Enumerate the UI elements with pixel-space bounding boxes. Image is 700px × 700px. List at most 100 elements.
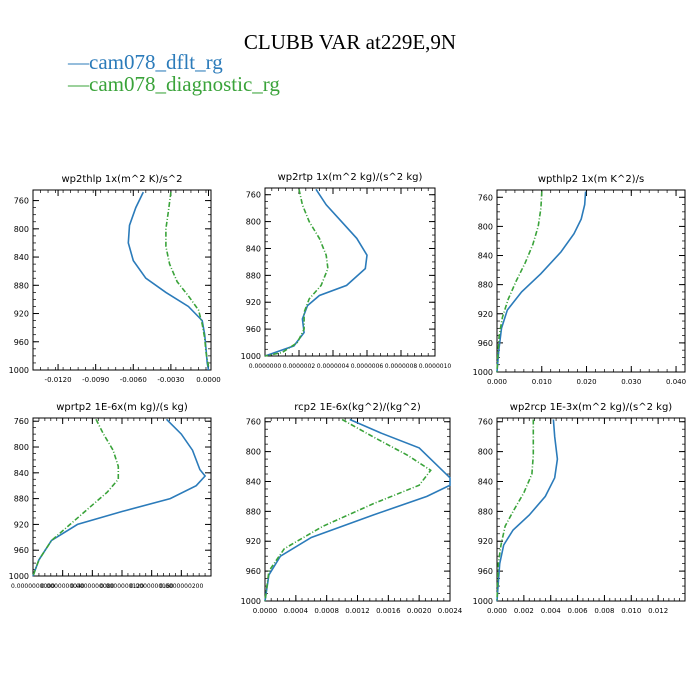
y-tick-label: 760 — [14, 417, 29, 426]
x-tick-label: -0.0120 — [45, 376, 72, 384]
x-tick-label: 0.0000000160 — [130, 583, 174, 590]
y-tick-label: 880 — [14, 495, 29, 504]
y-tick-label: 920 — [478, 310, 493, 319]
series-line-dflt — [264, 188, 368, 357]
y-tick-label: 920 — [14, 520, 29, 529]
y-tick-label: 960 — [14, 546, 29, 555]
x-tick-label: 0.0000002 — [283, 363, 316, 370]
y-tick-label: 760 — [246, 418, 261, 427]
y-tick-label: 760 — [246, 191, 261, 200]
legend-label-dflt: cam078_dflt_rg — [89, 50, 223, 74]
x-tick-label: 0.0024 — [438, 607, 463, 615]
y-tick-label: 960 — [246, 325, 261, 334]
x-tick-label: 0.0004 — [284, 607, 309, 615]
y-tick-label: 840 — [478, 477, 493, 486]
plot-frame — [264, 187, 436, 357]
plot-title: rcp2 1E-6x(kg^2)/(kg^2) — [294, 402, 421, 413]
y-tick-label: 1000 — [9, 572, 29, 581]
x-tick-label: 0.000 — [487, 607, 507, 615]
series-line-dflt — [264, 418, 451, 602]
y-tick-label: 760 — [478, 418, 493, 427]
legend-swatch-diagnostic: — — [68, 72, 89, 96]
x-tick-label: 0.0000000 — [249, 363, 282, 370]
y-tick-label: 880 — [246, 271, 261, 280]
x-tick-label: -0.0030 — [157, 376, 184, 384]
y-tick-label: 1000 — [241, 352, 261, 361]
y-tick-label: 800 — [14, 225, 29, 234]
y-tick-label: 800 — [246, 448, 261, 457]
y-tick-label: 1000 — [473, 597, 493, 606]
series-line-dflt — [496, 191, 587, 373]
x-tick-label: 0.0000 — [196, 376, 221, 384]
plot-title: wpthlp2 1x(m K^2)/s — [538, 174, 644, 185]
legend-label-diagnostic: cam078_diagnostic_rg — [89, 72, 280, 96]
y-tick-label: 920 — [246, 298, 261, 307]
x-tick-label: 0.040 — [666, 378, 686, 386]
x-tick-label: 0.0020 — [407, 607, 432, 615]
y-tick-label: 800 — [14, 443, 29, 452]
x-tick-label: 0.030 — [621, 378, 641, 386]
y-tick-label: 960 — [14, 338, 29, 347]
x-tick-label: 0.0000006 — [351, 363, 384, 370]
y-tick-label: 1000 — [241, 597, 261, 606]
x-tick-label: 0.020 — [577, 378, 597, 386]
y-tick-label: 760 — [478, 193, 493, 202]
plot-title: wp2thlp 1x(m^2 K)/s^2 — [61, 174, 182, 185]
series-line-diagnostic — [496, 191, 543, 373]
series-line-dflt — [32, 418, 207, 577]
x-tick-label: 0.0016 — [376, 607, 401, 615]
plot-frame — [32, 189, 212, 371]
legend-item-dflt: — cam078_dflt_rg — [68, 50, 223, 75]
plot-title: wp2rtp 1x(m^2 kg)/(s^2 kg) — [278, 172, 423, 183]
series-line-dflt — [127, 191, 210, 371]
x-tick-label: 0.004 — [541, 607, 562, 615]
y-tick-label: 880 — [246, 507, 261, 516]
y-tick-label: 1000 — [9, 366, 29, 375]
plot-frame — [496, 189, 686, 373]
y-tick-label: 840 — [14, 469, 29, 478]
x-tick-label: 0.0008 — [314, 607, 339, 615]
y-tick-label: 960 — [246, 567, 261, 576]
y-tick-label: 1000 — [473, 368, 493, 377]
x-tick-label: 0.0012 — [345, 607, 370, 615]
plot-frame — [264, 417, 451, 602]
plot-panel-1: wp2thlp 1x(m^2 K)/s^2 760 800 840 880 920 960 1… — [9, 174, 221, 384]
y-tick-label: 760 — [14, 197, 29, 206]
y-tick-label: 920 — [246, 537, 261, 546]
x-tick-label: 0.0000 — [253, 607, 278, 615]
x-tick-label: 0.0000010 — [419, 363, 452, 370]
x-tick-label: -0.0090 — [82, 376, 109, 384]
y-tick-label: 800 — [478, 222, 493, 231]
y-tick-label: 960 — [478, 339, 493, 348]
y-tick-label: 960 — [478, 567, 493, 576]
plot-frame — [32, 417, 212, 577]
figure-title: CLUBB VAR at229E,9N — [243, 30, 457, 54]
x-tick-label: 0.0000000120 — [100, 583, 144, 590]
x-tick-label: 0.010 — [621, 607, 641, 615]
x-tick-label: 0.006 — [568, 607, 589, 615]
x-tick-label: -0.0060 — [120, 376, 147, 384]
x-tick-label: 0.0000000000 — [11, 583, 55, 590]
plot-panel-4: wprtp2 1E-6x(m kg)/(s kg) 760 800 840 880 920… — [9, 402, 212, 590]
y-tick-label: 920 — [14, 310, 29, 319]
y-tick-label: 800 — [478, 448, 493, 457]
series-line-dflt — [496, 419, 559, 602]
x-tick-label: 0.0000000080 — [70, 583, 114, 590]
plot-title: wp2rcp 1E-3x(m^2 kg)/(s^2 kg) — [510, 402, 673, 413]
y-tick-label: 880 — [478, 281, 493, 290]
plot-panel-6: wp2rcp 1E-3x(m^2 kg)/(s^2 kg) 760 800 840 88… — [473, 402, 686, 615]
x-tick-label: 0.008 — [594, 607, 614, 615]
x-tick-label: 0.0000000040 — [41, 583, 85, 590]
y-tick-label: 840 — [14, 253, 29, 262]
y-tick-label: 920 — [478, 537, 493, 546]
plot-frame — [496, 417, 686, 602]
y-tick-label: 880 — [478, 507, 493, 516]
y-tick-label: 840 — [246, 244, 261, 253]
x-tick-label: 0.0000000200 — [159, 583, 203, 590]
plot-panel-5: rcp2 1E-6x(kg^2)/(kg^2) 760 800 840 880 920 96… — [241, 402, 463, 615]
x-tick-label: 0.0000004 — [317, 363, 350, 370]
y-tick-label: 840 — [246, 477, 261, 486]
series-line-diagnostic — [165, 191, 210, 367]
